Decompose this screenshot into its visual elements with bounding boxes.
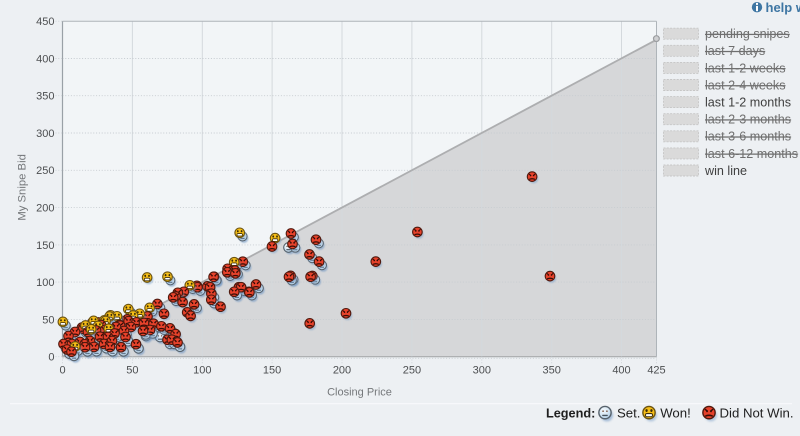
svg-text:last 7 days: last 7 days bbox=[705, 44, 765, 58]
svg-text:150: 150 bbox=[263, 364, 281, 376]
svg-text:Set.: Set. bbox=[617, 405, 640, 420]
svg-text:last 6-12 months: last 6-12 months bbox=[705, 147, 798, 161]
svg-text:200: 200 bbox=[333, 364, 351, 376]
svg-text:last 2-4 weeks: last 2-4 weeks bbox=[705, 78, 786, 92]
svg-text:0: 0 bbox=[59, 364, 65, 376]
svg-text:My Snipe Bid: My Snipe Bid bbox=[17, 154, 29, 221]
svg-text:win line: win line bbox=[704, 164, 747, 178]
svg-text:400: 400 bbox=[36, 53, 54, 65]
svg-text:Legend:: Legend: bbox=[546, 406, 595, 420]
svg-text:help with this chart: help with this chart bbox=[766, 0, 800, 15]
svg-text:Won!: Won! bbox=[660, 405, 691, 420]
svg-text:last 1-2 months: last 1-2 months bbox=[705, 96, 791, 110]
svg-text:pending snipes: pending snipes bbox=[705, 27, 790, 41]
svg-text:350: 350 bbox=[543, 364, 561, 376]
svg-text:last 1-2 weeks: last 1-2 weeks bbox=[705, 61, 786, 75]
svg-text:400: 400 bbox=[612, 364, 630, 376]
svg-text:300: 300 bbox=[473, 364, 491, 376]
svg-text:250: 250 bbox=[36, 165, 54, 177]
svg-text:100: 100 bbox=[193, 364, 211, 376]
svg-text:300: 300 bbox=[36, 128, 54, 140]
svg-text:last 2-3 months: last 2-3 months bbox=[705, 113, 791, 127]
svg-text:0: 0 bbox=[48, 352, 54, 364]
svg-text:Did Not Win.: Did Not Win. bbox=[720, 405, 794, 420]
svg-text:100: 100 bbox=[36, 277, 54, 289]
svg-text:last 3-6 months: last 3-6 months bbox=[705, 130, 791, 144]
svg-text:200: 200 bbox=[36, 203, 54, 215]
svg-text:450: 450 bbox=[36, 16, 54, 28]
svg-text:Closing Price: Closing Price bbox=[327, 386, 392, 398]
svg-text:50: 50 bbox=[42, 314, 54, 326]
svg-text:250: 250 bbox=[403, 364, 421, 376]
svg-text:425: 425 bbox=[647, 364, 665, 376]
svg-text:150: 150 bbox=[36, 240, 54, 252]
svg-text:50: 50 bbox=[126, 364, 138, 376]
svg-text:350: 350 bbox=[36, 91, 54, 103]
